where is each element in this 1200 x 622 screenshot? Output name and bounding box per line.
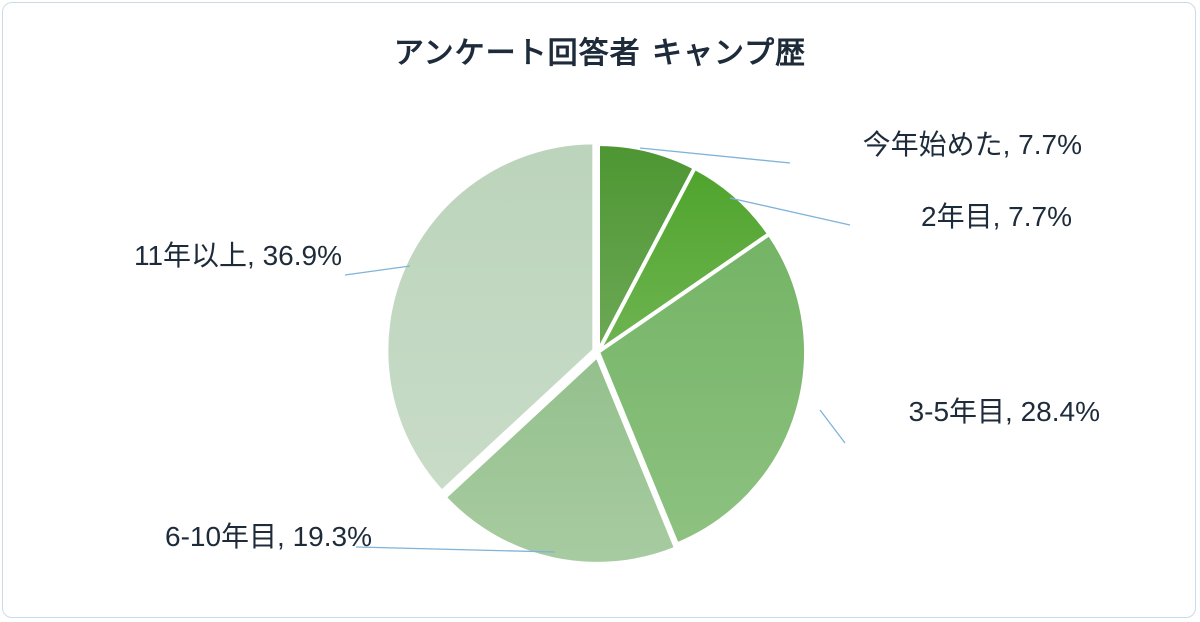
leader-line-3 xyxy=(819,409,846,444)
pie-slices xyxy=(384,140,808,566)
leader-lines xyxy=(344,147,851,553)
pie-slice-4 xyxy=(442,353,679,566)
pie-slice-3 xyxy=(596,232,808,547)
leader-line-2 xyxy=(729,197,851,226)
data-label-1: 今年始めた, 7.7% xyxy=(863,129,1082,160)
data-label-4: 6-10年目, 19.3% xyxy=(165,521,372,552)
data-label-3: 3-5年目, 28.4% xyxy=(909,396,1100,427)
leader-line-1 xyxy=(639,147,791,164)
chart-title: アンケート回答者 キャンプ歴 xyxy=(393,36,807,71)
leader-line-4 xyxy=(355,546,556,553)
data-label-5: 11年以上, 36.9% xyxy=(134,240,342,271)
data-labels: 今年始めた, 7.7% 2年目, 7.7% 3-5年目, 28.4% 6-10年目, … xyxy=(134,129,1100,552)
data-label-2: 2年目, 7.7% xyxy=(921,201,1072,232)
leader-line-5 xyxy=(344,265,411,276)
